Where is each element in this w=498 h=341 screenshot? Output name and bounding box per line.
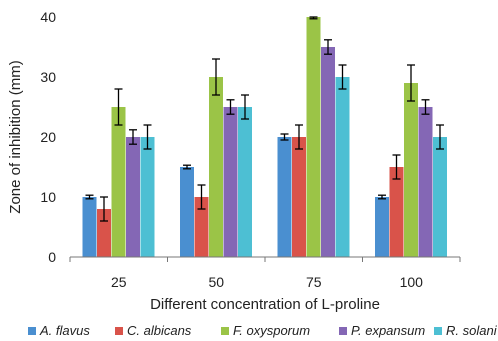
error-bar — [114, 88, 123, 126]
bar — [389, 167, 404, 257]
bar — [277, 137, 292, 257]
legend-swatch — [115, 327, 123, 335]
legend-item: F. oxysporum — [221, 323, 310, 338]
bar — [321, 47, 335, 257]
legend-swatch — [221, 327, 229, 335]
error-bar — [436, 124, 444, 150]
error-bar — [392, 154, 401, 180]
legend-item: P. expansum — [339, 323, 425, 338]
legend-item: C. albicans — [115, 323, 192, 338]
error-bar — [143, 124, 152, 150]
bar — [418, 107, 433, 257]
error-bar — [324, 39, 332, 55]
y-axis-title: Zone of inhibition (mm) — [7, 60, 24, 213]
error-bar — [85, 194, 94, 200]
x-tick-label: 100 — [400, 274, 424, 290]
error-bar — [241, 94, 249, 120]
y-tick-label: 0 — [48, 249, 56, 265]
error-bar — [338, 64, 347, 90]
error-bar — [100, 196, 108, 222]
legend-swatch — [339, 327, 347, 335]
legend-label: F. oxysporum — [233, 323, 310, 338]
bar — [292, 137, 306, 257]
error-bar — [280, 133, 289, 141]
bar — [433, 137, 447, 257]
x-tick-label: 25 — [111, 274, 127, 290]
legend-item: R. solani — [434, 323, 498, 338]
error-bar — [212, 58, 220, 96]
legend: A. flavus C. albicans F. oxysporum P. expan… — [28, 323, 498, 338]
x-axis-ticks: 25 50 75 100 — [69, 257, 461, 290]
error-bar — [183, 164, 191, 170]
bar — [238, 107, 252, 257]
y-tick-label: 30 — [40, 69, 56, 85]
error-bar — [197, 184, 206, 210]
bar — [375, 197, 389, 257]
error-bar — [295, 124, 303, 150]
x-tick-label: 50 — [208, 274, 224, 290]
bar — [335, 77, 350, 257]
bar — [140, 137, 155, 257]
error-bar — [226, 99, 235, 115]
error-bar — [378, 194, 386, 200]
legend-label: C. albicans — [127, 323, 192, 338]
legend-swatch — [28, 327, 36, 335]
bar — [223, 107, 238, 257]
bar — [194, 197, 209, 257]
error-bar — [309, 16, 318, 20]
bar — [306, 17, 321, 257]
y-tick-label: 40 — [40, 9, 56, 25]
y-tick-label: 10 — [40, 189, 56, 205]
bar — [111, 107, 126, 257]
error-bar — [421, 99, 430, 115]
bars — [82, 17, 447, 257]
legend-item: A. flavus — [28, 323, 90, 338]
y-tick-label: 20 — [40, 129, 56, 145]
bar — [82, 197, 97, 257]
legend-swatch — [434, 327, 442, 335]
bar — [404, 83, 418, 257]
bar — [180, 167, 194, 257]
error-bar — [407, 64, 415, 102]
error-bar — [129, 129, 137, 145]
legend-label: R. solani — [446, 323, 498, 338]
x-axis-title: Different concentration of L-proline — [150, 296, 380, 313]
legend-label: P. expansum — [351, 323, 425, 338]
legend-label: A. flavus — [39, 323, 90, 338]
bar — [209, 77, 223, 257]
y-axis-ticks: 0 10 20 30 40 — [40, 9, 56, 265]
error-bars — [85, 16, 444, 222]
bar — [126, 137, 140, 257]
x-tick-label: 75 — [306, 274, 322, 290]
